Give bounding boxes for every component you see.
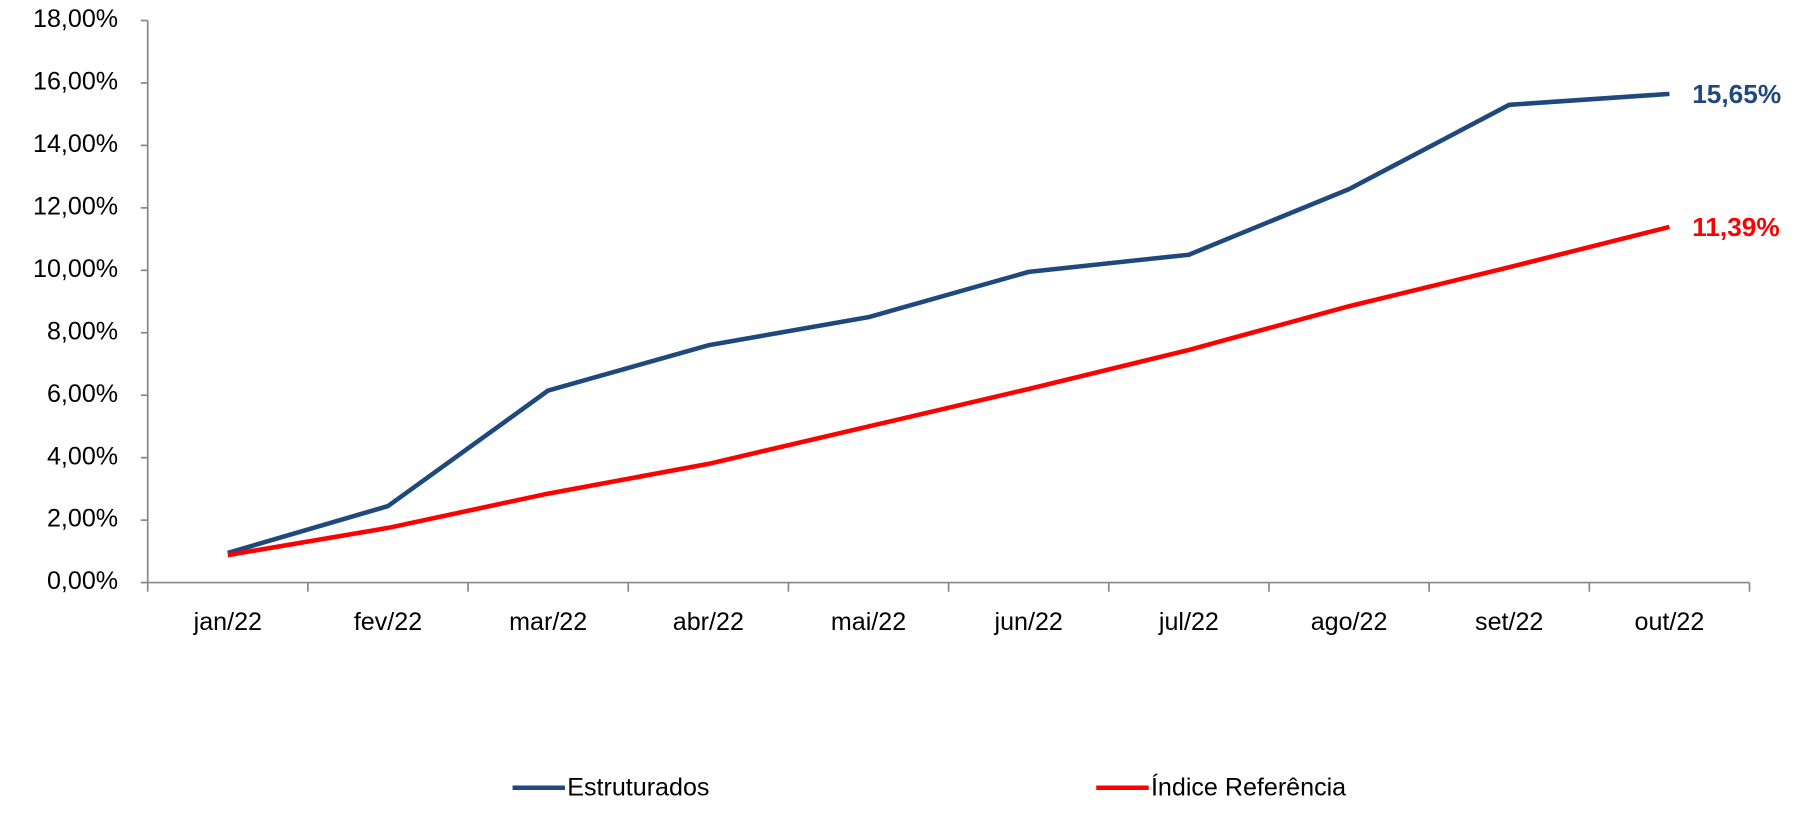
y-tick-label: 8,00% — [47, 317, 118, 345]
x-tick-label: set/22 — [1475, 608, 1543, 636]
x-tick-label: jun/22 — [994, 608, 1063, 636]
data-label: 11,39% — [1692, 212, 1779, 242]
y-tick-label: 16,00% — [33, 68, 118, 96]
y-tick-label: 18,00% — [33, 5, 118, 33]
legend-label: Estruturados — [567, 774, 709, 802]
x-tick-label: mai/22 — [831, 608, 906, 636]
series-line — [227, 91, 1670, 556]
x-tick-label: jan/22 — [193, 608, 262, 636]
x-tick-label: mar/22 — [509, 608, 587, 636]
legend-label: Índice Referência — [1151, 773, 1346, 802]
y-tick-label: 2,00% — [47, 505, 118, 533]
x-tick-label: ago/22 — [1311, 608, 1388, 636]
x-tick-label: fev/22 — [354, 608, 422, 636]
series-line — [227, 224, 1670, 558]
y-tick-label: 14,00% — [33, 130, 118, 158]
y-tick-label: 0,00% — [47, 567, 118, 595]
x-tick-label: out/22 — [1635, 608, 1705, 636]
x-tick-label: abr/22 — [673, 608, 744, 636]
y-tick-label: 10,00% — [33, 255, 118, 283]
data-label: 15,65% — [1692, 79, 1781, 109]
x-tick-label: jul/22 — [1158, 608, 1219, 636]
y-tick-label: 6,00% — [47, 380, 118, 408]
y-tick-label: 12,00% — [33, 192, 118, 220]
y-tick-label: 4,00% — [47, 442, 118, 470]
